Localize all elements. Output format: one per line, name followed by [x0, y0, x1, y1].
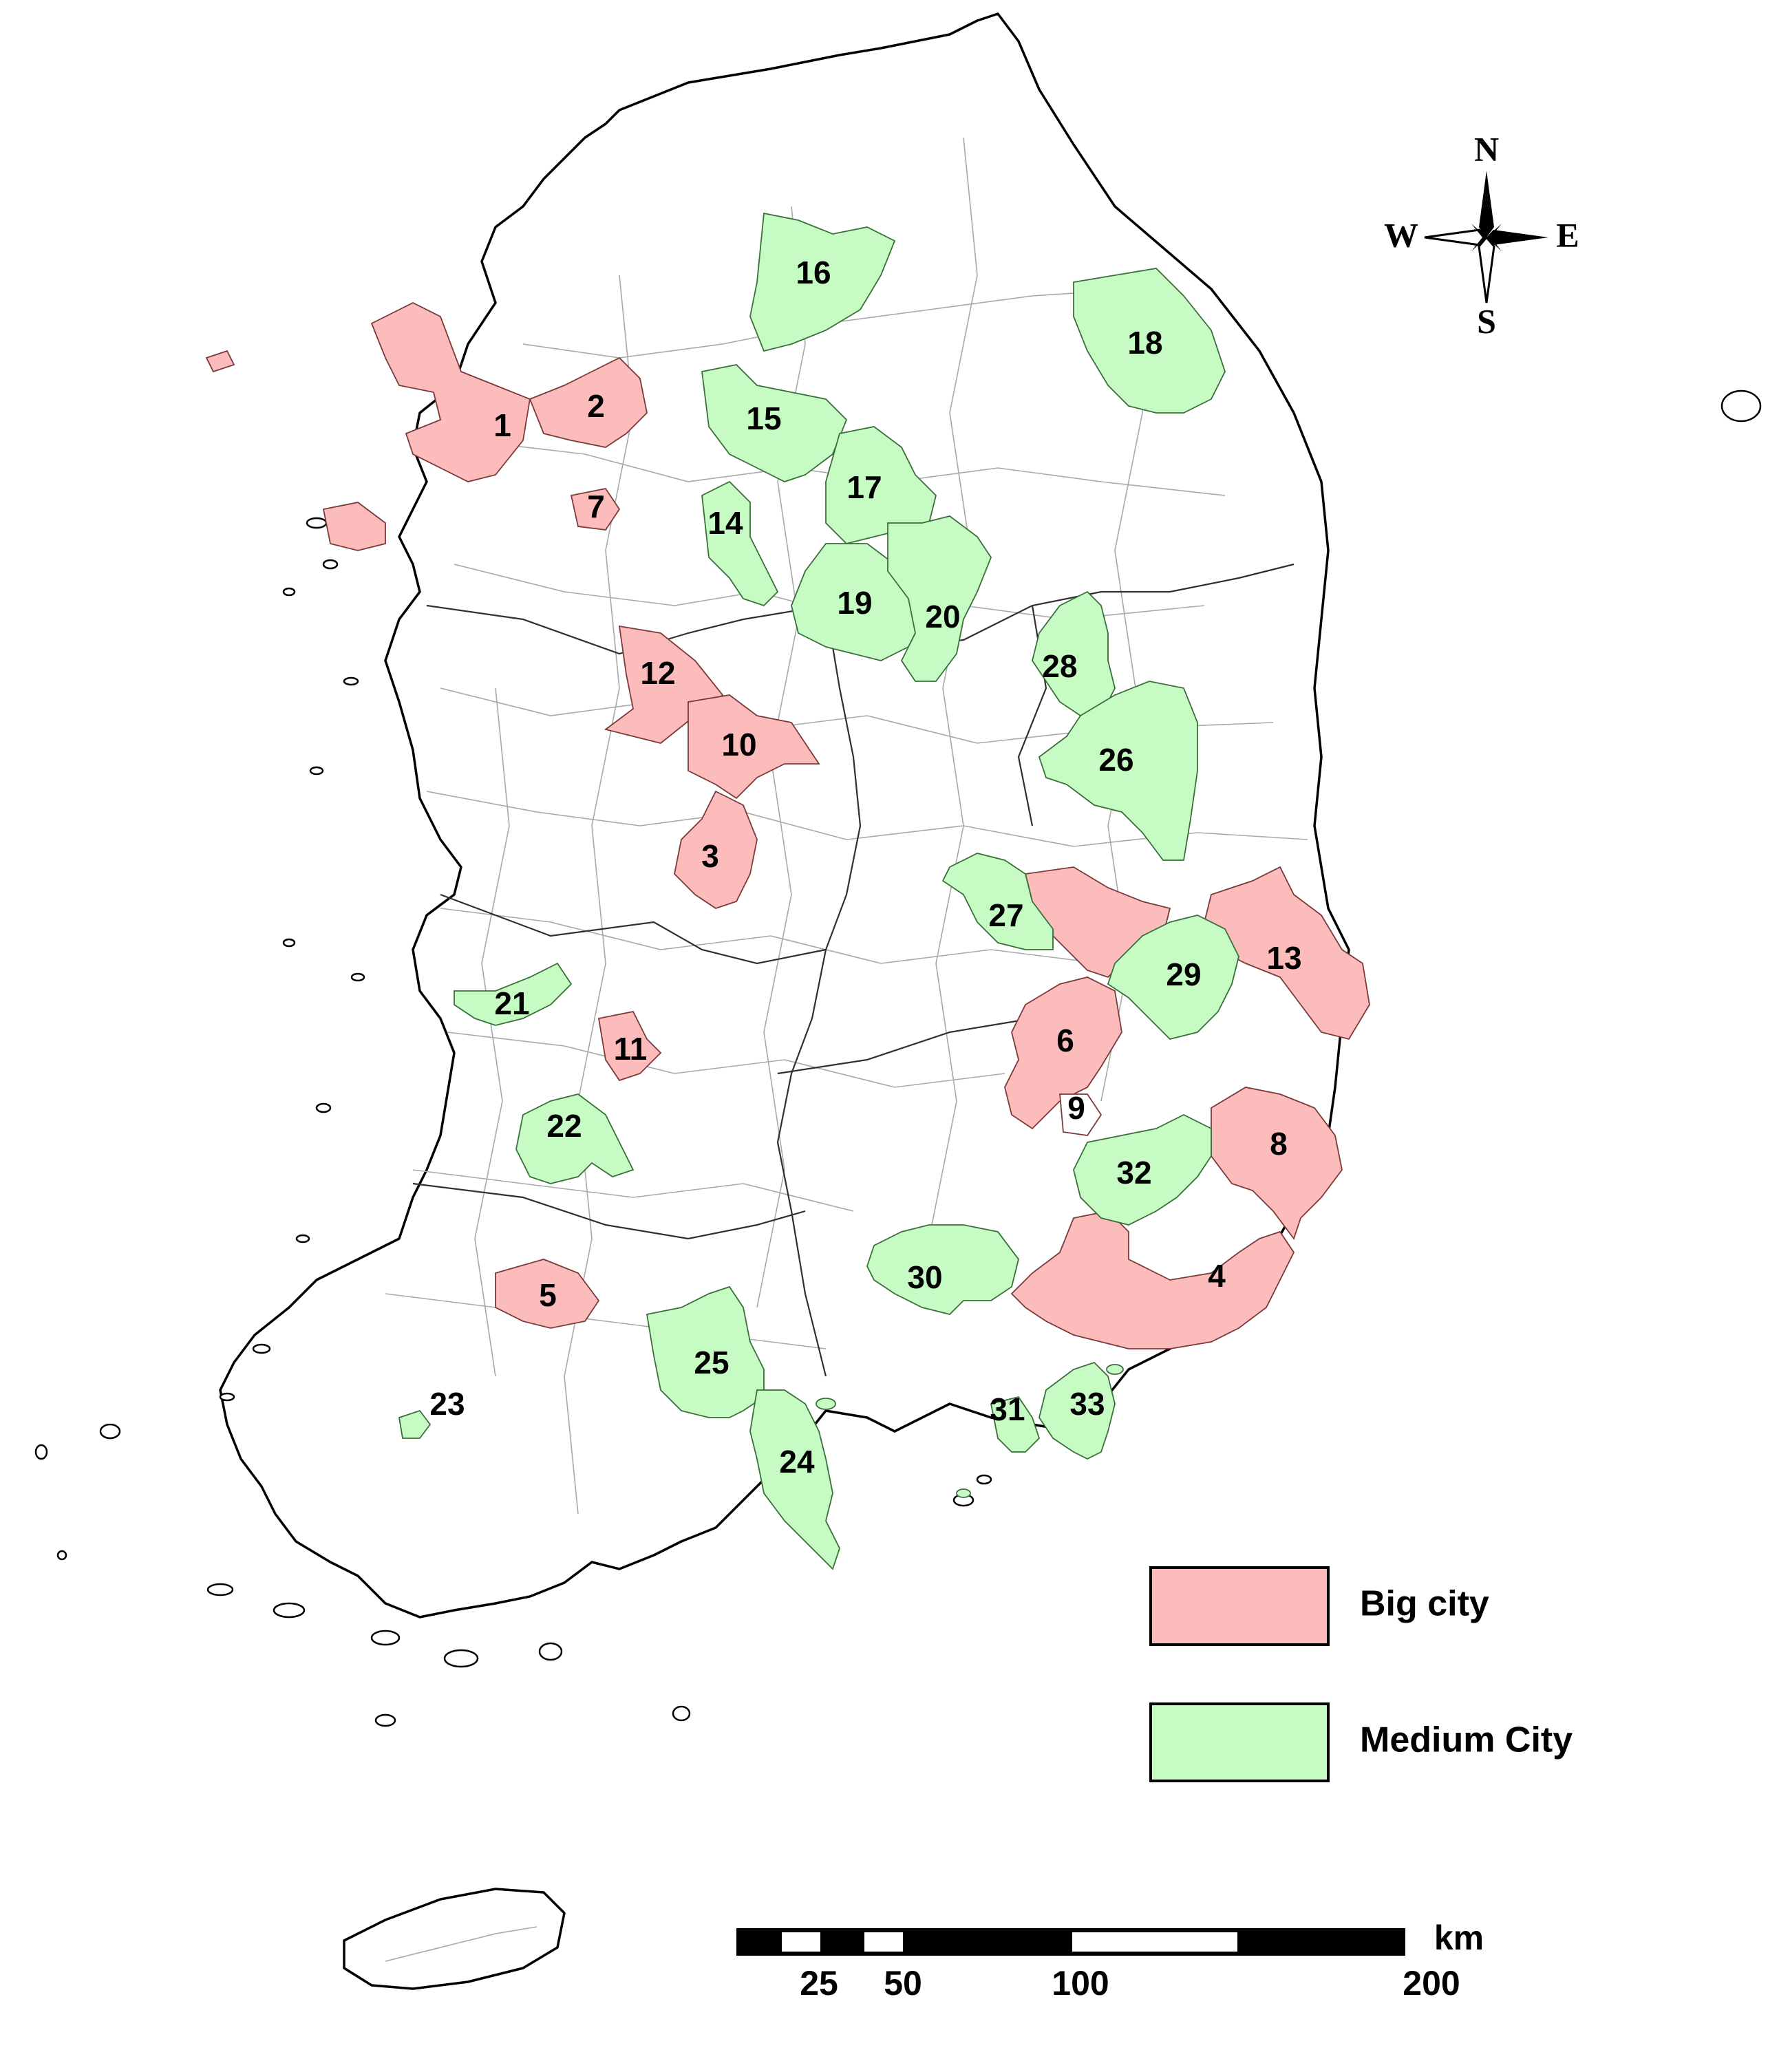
compass-n-label: N	[1474, 129, 1499, 168]
city-8-region	[1211, 1087, 1343, 1240]
city-7-region	[570, 487, 621, 531]
medium-city-regions	[398, 212, 1239, 1570]
city-label: 5	[539, 1277, 557, 1313]
city-label: 14	[707, 505, 743, 541]
compass-north-arrow	[1479, 171, 1494, 237]
compass-west-arrow	[1424, 228, 1489, 246]
city-21-region	[454, 962, 573, 1026]
city-18-region	[1073, 268, 1226, 414]
city-30-region	[866, 1224, 1019, 1315]
city-label: 25	[694, 1345, 729, 1380]
city-label: 20	[925, 599, 960, 634]
city-label: 23	[429, 1386, 465, 1422]
city-27-region	[941, 853, 1054, 950]
city-1-islands	[322, 502, 386, 551]
city-26-region	[1038, 681, 1198, 861]
city-label: 13	[1266, 940, 1301, 976]
compass-s-label: S	[1477, 301, 1496, 340]
compass-south-arrow	[1478, 235, 1495, 303]
city-23-region	[398, 1409, 432, 1439]
city-label: 29	[1166, 957, 1201, 992]
city-10-region	[688, 694, 820, 800]
city-24-region	[749, 1389, 840, 1570]
legend-label-medium-city: Medium City	[1360, 1720, 1573, 1760]
city-label: 12	[640, 655, 675, 691]
city-5-region	[495, 1259, 600, 1329]
city-4-region	[1010, 1210, 1295, 1349]
city-32-region	[1073, 1113, 1212, 1226]
city-label: 7	[587, 489, 605, 524]
city-label: 4	[1208, 1258, 1226, 1294]
city-label: 3	[701, 838, 719, 874]
city-label: 9	[1067, 1090, 1085, 1126]
city-33-region	[1038, 1361, 1116, 1460]
city-label: 30	[907, 1259, 942, 1295]
compass-e-label: E	[1556, 215, 1579, 254]
city-22-region	[515, 1093, 635, 1184]
city-label: 33	[1069, 1386, 1105, 1422]
city-31-region	[990, 1396, 1041, 1453]
city-labels: 1 2 3 4 5 6 7 8 9 10 11 12 13 14 15 16 1…	[429, 255, 1301, 1480]
city-2-region	[529, 356, 648, 448]
scale-unit-label: km	[1434, 1919, 1484, 1957]
city-label: 17	[846, 469, 882, 505]
city-label: 31	[990, 1391, 1025, 1427]
city-3-region	[674, 790, 758, 909]
legend-label-big-city: Big city	[1360, 1584, 1489, 1624]
jeju-island	[343, 1888, 566, 1990]
city-29-region	[1107, 915, 1239, 1040]
scale-tick-50: 50	[884, 1964, 922, 2002]
city-label: 24	[779, 1444, 815, 1480]
city-label: 8	[1270, 1126, 1288, 1162]
west-coast-islands	[34, 389, 1762, 1727]
city-label: 28	[1042, 648, 1077, 684]
city-15-region	[701, 364, 848, 482]
city-16-region	[749, 212, 896, 352]
city-label: 18	[1127, 325, 1162, 361]
city-1-region	[370, 301, 531, 482]
legend-swatch-big-city	[1149, 1566, 1330, 1646]
city-label: 32	[1116, 1155, 1151, 1190]
legend: Big city Medium City	[1149, 1566, 1573, 1782]
city-label: 1	[493, 407, 511, 443]
city-label: 16	[796, 255, 831, 290]
legend-swatch-medium-city	[1149, 1702, 1330, 1782]
scale-tick-100: 100	[1052, 1964, 1109, 2002]
city-label: 22	[546, 1108, 582, 1144]
city-14-region	[701, 480, 779, 607]
scale-tick-200: 200	[1403, 1964, 1460, 2002]
city-11-region	[597, 1010, 662, 1082]
city-label: 2	[587, 388, 605, 424]
city-20-region	[887, 515, 992, 682]
compass-rose: N S E W	[1384, 129, 1579, 340]
city-label: 6	[1056, 1023, 1074, 1058]
city-label: 15	[746, 400, 781, 436]
scale-bar: km 25 50 100 200	[736, 1919, 1484, 2002]
city-label: 10	[721, 727, 756, 762]
city-label: 11	[614, 1031, 648, 1067]
city-1-island-small	[205, 350, 235, 373]
city-label: 26	[1098, 742, 1133, 778]
scale-tick-25: 25	[800, 1964, 838, 2002]
province-boundaries	[412, 563, 1295, 1377]
city-label: 19	[837, 585, 872, 621]
city-label: 21	[494, 985, 529, 1021]
city-9-region	[1059, 1093, 1102, 1136]
compass-east-arrow	[1487, 230, 1548, 245]
city-label: 27	[988, 897, 1023, 933]
compass-w-label: W	[1384, 215, 1418, 254]
